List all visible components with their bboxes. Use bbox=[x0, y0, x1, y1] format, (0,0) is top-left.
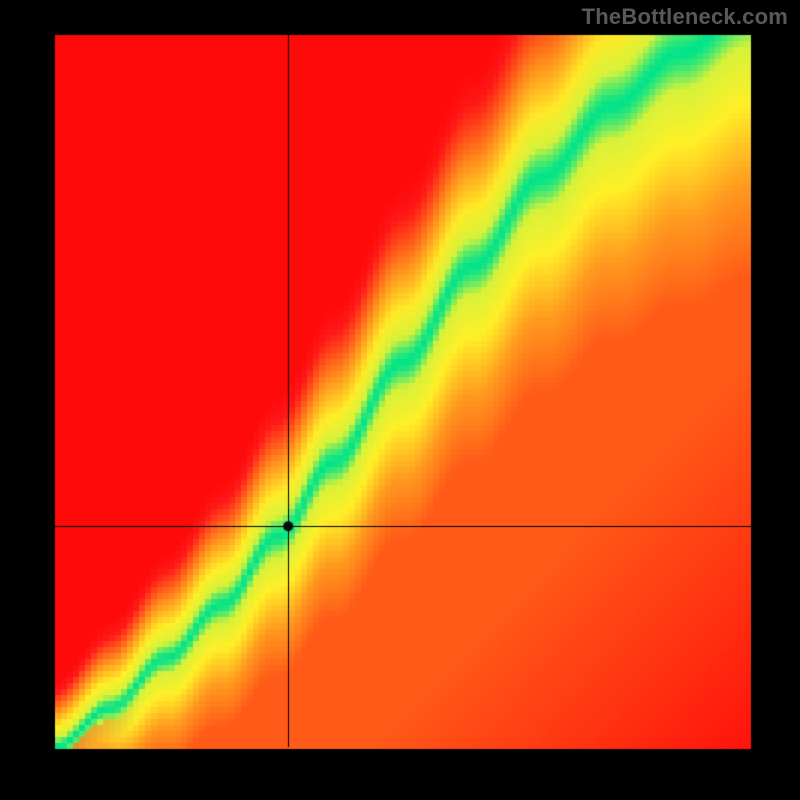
bottleneck-heatmap bbox=[0, 0, 800, 800]
watermark-text: TheBottleneck.com bbox=[582, 4, 788, 30]
chart-container: TheBottleneck.com bbox=[0, 0, 800, 800]
